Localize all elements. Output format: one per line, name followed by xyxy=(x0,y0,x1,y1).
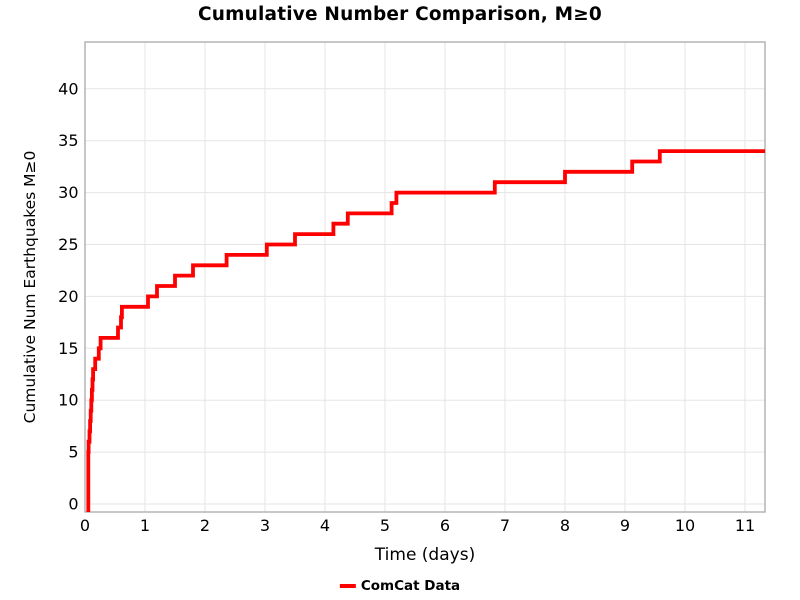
legend: ComCat Data xyxy=(339,578,461,594)
comcat-data-line xyxy=(86,149,765,512)
x-tick-label: 1 xyxy=(140,516,150,535)
x-tick-label: 0 xyxy=(80,516,90,535)
y-tick-label: 15 xyxy=(58,339,78,358)
chart-title: Cumulative Number Comparison, M≥0 xyxy=(197,4,603,25)
legend-label: ComCat Data xyxy=(360,578,461,594)
plot-border xyxy=(84,41,766,513)
y-tick-label: 30 xyxy=(58,183,78,202)
legend-line-swatch xyxy=(339,584,356,588)
x-tick-label: 11 xyxy=(735,516,755,535)
x-tick-label: 3 xyxy=(260,516,270,535)
x-tick-label: 4 xyxy=(320,516,330,535)
y-tick-label: 40 xyxy=(58,79,78,98)
x-tick-label: 9 xyxy=(620,516,630,535)
x-tick-label: 7 xyxy=(500,516,510,535)
x-tick-label: 10 xyxy=(675,516,695,535)
x-tick-label: 8 xyxy=(560,516,570,535)
y-tick-label: 20 xyxy=(58,287,78,306)
y-tick-label: 10 xyxy=(58,391,78,410)
y-tick-label: 0 xyxy=(68,495,78,514)
y-tick-label: 5 xyxy=(68,443,78,462)
y-axis-label: Cumulative Num Earthquakes M≥0 xyxy=(21,150,39,424)
x-tick-label: 2 xyxy=(200,516,210,535)
x-tick-label: 6 xyxy=(440,516,450,535)
y-tick-label: 35 xyxy=(58,131,78,150)
x-tick-label: 5 xyxy=(380,516,390,535)
x-axis-label: Time (days) xyxy=(374,545,476,565)
y-tick-label: 25 xyxy=(58,235,78,254)
